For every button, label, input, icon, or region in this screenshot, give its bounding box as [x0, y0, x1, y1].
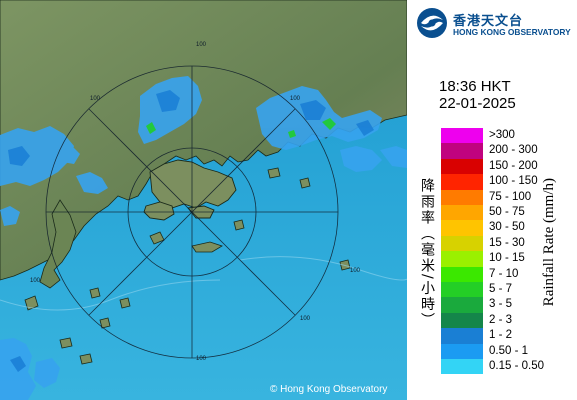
radar-map-canvas: 100 100 100 100 100 100 100 — [0, 0, 407, 400]
legend-label: >300 — [489, 129, 515, 141]
radar-map: 100 100 100 100 100 100 100 © Hong Kong … — [0, 0, 407, 400]
legend-label: 0.15 - 0.50 — [489, 360, 544, 372]
legend-title-chinese: 降雨率（毫米/小時） — [419, 178, 435, 329]
logo-english-text: HONG KONG OBSERVATORY — [453, 27, 571, 37]
legend-label: 3 - 5 — [489, 298, 513, 311]
legend-label: 15 - 30 — [489, 236, 525, 249]
legend-swatch — [441, 189, 483, 205]
hko-logo-icon — [417, 8, 447, 38]
legend-label: 0.50 - 1 — [489, 344, 528, 357]
land-west-peninsula — [39, 199, 77, 289]
legend-label: 5 - 7 — [489, 283, 513, 295]
legend-label: 200 - 300 — [489, 144, 538, 157]
ring-labels: 100 100 100 100 100 100 100 — [30, 42, 361, 362]
legend-swatch — [441, 359, 483, 375]
range-rings — [45, 65, 339, 359]
hko-logo: 香港天文台 HONG KONG OBSERVATORY — [415, 6, 575, 40]
legend-label: 10 - 15 — [489, 252, 525, 265]
ring-label-w: 100 — [30, 278, 41, 284]
legend-label: 100 - 150 — [489, 175, 538, 188]
legend-swatch — [441, 174, 483, 190]
legend-label: 2 - 3 — [489, 313, 513, 326]
logo-chinese-text: 香港天文台 — [453, 14, 524, 29]
legend-label: 7 - 10 — [489, 267, 519, 280]
legend-swatch — [441, 220, 483, 236]
legend-swatch — [441, 328, 483, 344]
observation-time: 18:36 HKT — [439, 78, 511, 95]
legend-swatch — [441, 297, 483, 313]
legend-label: 75 - 100 — [489, 190, 532, 203]
legend-swatch — [441, 312, 483, 329]
legend-swatch — [441, 266, 483, 282]
legend-swatch — [441, 128, 483, 144]
shoal-lines — [0, 256, 407, 311]
legend-swatch — [441, 251, 483, 267]
legend-swatch — [441, 235, 483, 252]
copyright-text: © Hong Kong Observatory — [270, 384, 388, 395]
rain-echoes-green — [146, 118, 336, 138]
legend-label: 30 - 50 — [489, 221, 525, 234]
legend-swatch — [441, 205, 483, 221]
legend-swatch — [441, 158, 483, 175]
legend-swatch — [441, 282, 483, 298]
rain-echoes-mid — [8, 90, 374, 372]
observation-date: 22-01-2025 — [439, 95, 516, 112]
land-islands — [24, 167, 351, 365]
ring-label-nw: 100 — [90, 96, 101, 102]
legend-swatch — [441, 143, 483, 159]
legend-swatch — [441, 343, 483, 359]
land-lantau — [143, 201, 175, 221]
legend-label: 150 - 200 — [489, 159, 538, 172]
ring-label-e: 100 — [350, 268, 361, 274]
ring-label-ne: 100 — [290, 96, 301, 102]
ring-label-s: 100 — [196, 356, 207, 362]
legend-label: 50 - 75 — [489, 206, 525, 218]
legend-label: 1 - 2 — [489, 329, 513, 342]
ring-label-n: 100 — [196, 42, 207, 48]
legend-panel: 香港天文台 HONG KONG OBSERVATORY 18:36 HKT 22… — [407, 0, 577, 400]
legend-title-english: Rainfall Rate (mm/h) — [541, 178, 557, 307]
ring-label-se: 100 — [300, 316, 311, 322]
